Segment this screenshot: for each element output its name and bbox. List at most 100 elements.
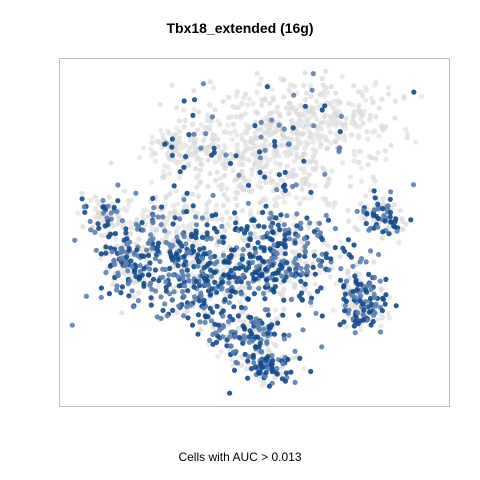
auc-positive-cell-point [220, 252, 227, 258]
auc-positive-cell-point [283, 269, 289, 275]
background-cell-point [204, 206, 210, 212]
auc-positive-cell-point [272, 143, 278, 149]
background-cell-point [322, 134, 328, 140]
background-cell-point [331, 201, 338, 207]
background-cell-point [318, 120, 324, 126]
auc-positive-cell-point [253, 276, 259, 282]
auc-positive-cell-point [184, 267, 190, 273]
auc-positive-cell-point [169, 136, 175, 142]
auc-positive-cell-point [322, 103, 328, 109]
auc-positive-cell-point [281, 297, 287, 303]
background-cell-point [154, 226, 160, 232]
auc-positive-cell-point [216, 327, 223, 333]
background-cell-point [347, 174, 354, 180]
auc-positive-cell-point [360, 301, 366, 307]
background-cell-point [220, 162, 226, 168]
auc-positive-cell-point [108, 210, 114, 216]
background-cell-point [288, 82, 294, 88]
auc-positive-cell-point [228, 329, 234, 335]
auc-positive-cell-point [193, 222, 200, 228]
auc-positive-cell-point [361, 307, 367, 313]
background-cell-point [219, 182, 225, 188]
auc-positive-cell-point [100, 204, 106, 210]
auc-positive-cell-point [167, 265, 173, 271]
auc-positive-cell-point [137, 262, 143, 269]
background-cell-point [403, 126, 409, 132]
auc-positive-cell-point [336, 149, 342, 155]
background-cell-point [343, 126, 349, 132]
auc-positive-cell-point [385, 203, 391, 209]
auc-positive-cell-point [311, 123, 317, 129]
background-cell-point [195, 127, 201, 133]
auc-positive-cell-point [209, 213, 215, 219]
background-cell-point [302, 151, 308, 157]
background-cell-point [272, 160, 278, 166]
background-cell-point [333, 281, 339, 287]
background-cell-point [80, 224, 86, 230]
background-cell-point [262, 137, 268, 143]
background-cell-point [119, 266, 125, 272]
auc-positive-cell-point [240, 264, 246, 270]
background-cell-point [413, 139, 419, 145]
background-cell-point [194, 184, 200, 190]
auc-positive-cell-point [210, 192, 216, 198]
auc-positive-cell-point [245, 200, 251, 206]
background-cell-point [233, 132, 240, 138]
background-cell-point [169, 82, 175, 88]
background-cell-point [330, 105, 336, 111]
auc-positive-cell-point [239, 256, 245, 262]
background-cell-point [237, 299, 243, 305]
background-cell-point [254, 89, 260, 95]
auc-positive-cell-point [282, 169, 288, 175]
background-cell-point [246, 247, 252, 253]
background-cell-point [342, 121, 348, 127]
auc-positive-cell-point [337, 322, 343, 328]
background-cell-point [337, 100, 343, 106]
auc-positive-cell-point [204, 236, 210, 242]
auc-positive-cell-point [164, 313, 170, 319]
auc-positive-cell-point [192, 296, 199, 302]
auc-positive-cell-point [155, 240, 162, 246]
auc-positive-cell-point [233, 359, 239, 365]
auc-positive-cell-point [113, 287, 120, 293]
background-cell-point [95, 198, 101, 204]
background-cell-point [295, 155, 301, 161]
auc-positive-cell-point [96, 225, 102, 231]
auc-positive-cell-point [276, 122, 282, 128]
background-cell-point [140, 212, 146, 218]
background-cell-point [92, 214, 98, 220]
background-cell-point [285, 149, 291, 155]
auc-positive-cell-point [257, 155, 263, 161]
background-cell-point [306, 225, 312, 231]
background-cell-point [272, 197, 278, 203]
background-cell-point [313, 159, 319, 165]
auc-positive-cell-point [251, 217, 257, 223]
background-cell-point [214, 235, 220, 241]
background-cell-point [178, 145, 184, 151]
background-cell-point [205, 157, 211, 163]
auc-positive-cell-point [286, 230, 292, 236]
auc-positive-cell-point [337, 129, 343, 135]
auc-positive-cell-point [260, 234, 266, 240]
auc-positive-cell-point [193, 235, 199, 241]
auc-positive-cell-point [197, 319, 203, 325]
auc-positive-cell-point [273, 215, 279, 221]
background-cell-point [396, 240, 402, 246]
auc-positive-cell-point [184, 190, 190, 196]
auc-positive-cell-point [207, 337, 213, 343]
background-cell-point [149, 140, 155, 146]
auc-positive-cell-point [132, 269, 138, 275]
background-cell-point [214, 169, 220, 175]
background-cell-point [356, 102, 362, 109]
background-cell-point [195, 193, 202, 199]
auc-positive-cell-point [271, 242, 277, 248]
auc-positive-cell-point [160, 266, 166, 272]
background-cell-point [312, 150, 318, 156]
background-cell-point [262, 197, 269, 203]
auc-positive-cell-point [290, 125, 296, 131]
auc-positive-cell-point [159, 204, 165, 210]
background-cell-point [345, 207, 351, 213]
background-cell-point [367, 188, 373, 194]
auc-positive-cell-point [352, 319, 358, 325]
auc-positive-cell-point [251, 360, 257, 366]
